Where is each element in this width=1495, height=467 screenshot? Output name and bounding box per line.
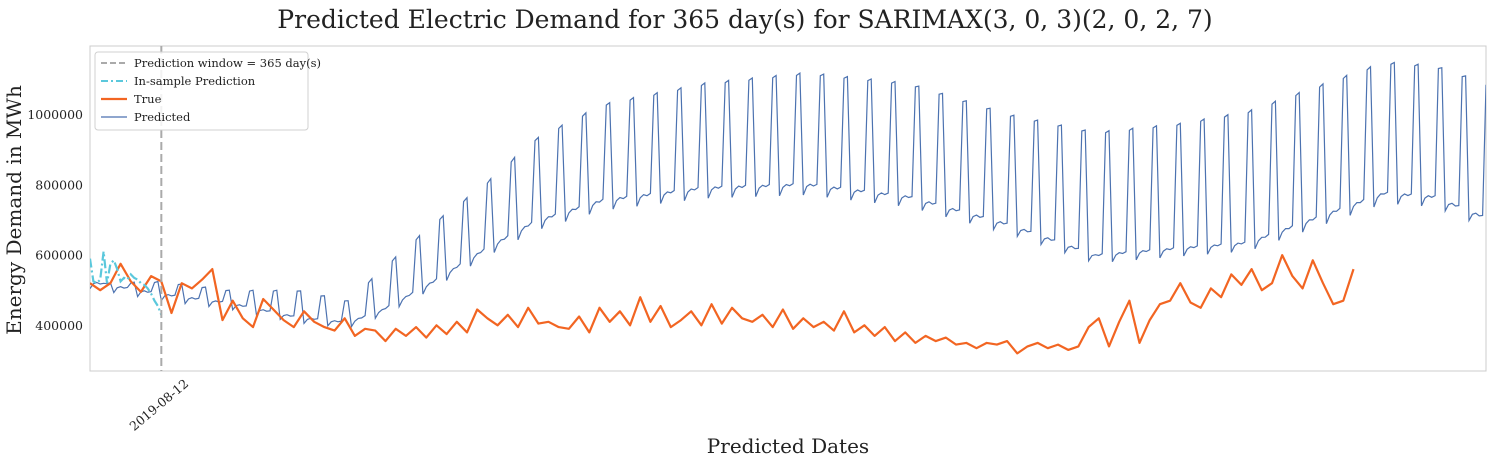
y-tick-label: 600000 (35, 248, 83, 263)
y-tick-label: 400000 (35, 318, 83, 333)
x-tick-label: 2019-08-12 (126, 376, 191, 434)
y-tick-label: 800000 (35, 177, 83, 192)
legend-label: In-sample Prediction (134, 74, 256, 88)
series-line-true (90, 254, 1355, 355)
y-axis-label: Energy Demand in MWh (2, 85, 26, 335)
chart-title: Predicted Electric Demand for 365 day(s)… (277, 5, 1212, 34)
series-line-in-sample (90, 251, 163, 316)
y-tick-label: 1000000 (27, 107, 83, 122)
series-line-predicted (90, 61, 1486, 329)
legend: Prediction window = 365 day(s) In-sample … (94, 51, 321, 131)
legend-label: Predicted (134, 110, 191, 124)
legend-label: Prediction window = 365 day(s) (134, 56, 321, 70)
legend-label: True (134, 92, 162, 106)
legend-box (94, 51, 309, 131)
x-axis-label: Predicted Dates (707, 434, 869, 458)
